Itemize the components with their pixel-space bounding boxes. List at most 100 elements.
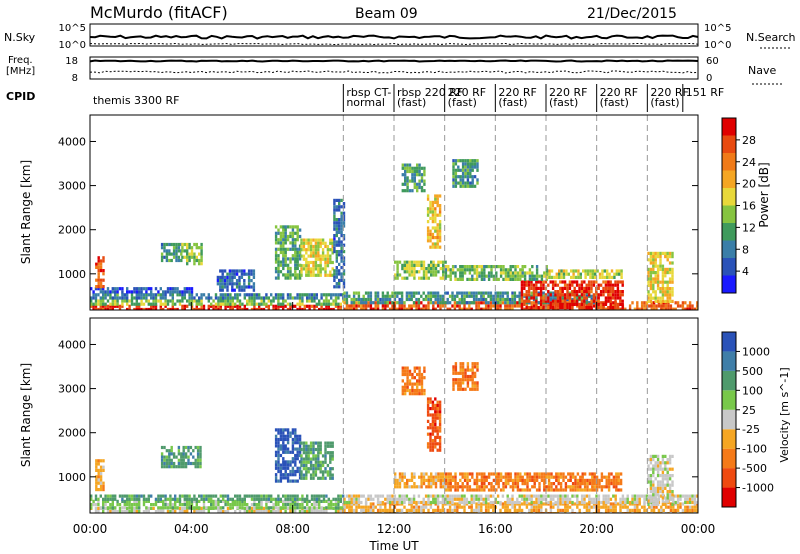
heatmap-cell: [459, 178, 462, 182]
heatmap-cell: [307, 248, 310, 252]
heatmap-cell: [504, 271, 508, 275]
heatmap-cell: [454, 184, 458, 188]
heatmap-cell: [569, 472, 572, 476]
heatmap-cell: [193, 296, 196, 300]
heatmap-cell: [260, 299, 263, 303]
colorbar-tick-label: 24: [742, 156, 756, 169]
heatmap-cell: [289, 266, 292, 271]
heatmap-cell: [302, 241, 306, 245]
heatmap-cell: [234, 304, 237, 308]
heatmap-cell: [272, 510, 275, 513]
heatmap-cell: [579, 475, 582, 479]
heatmap-cell: [381, 508, 385, 512]
heatmap-cell: [369, 307, 373, 310]
heatmap-cell: [487, 304, 490, 308]
heatmap-cell: [217, 302, 220, 306]
heatmap-cell: [511, 505, 514, 509]
heatmap-cell: [569, 485, 572, 489]
heatmap-cell: [496, 494, 500, 498]
heatmap-cell: [94, 503, 98, 507]
heatmap-cell: [659, 251, 662, 255]
heatmap-cell: [135, 290, 138, 294]
heatmap-cell: [332, 506, 335, 510]
heatmap-cell: [350, 304, 353, 308]
heatmap-cell: [342, 202, 346, 206]
heatmap-cell: [671, 261, 674, 265]
heatmap-cell: [604, 494, 608, 498]
heatmap-cell: [530, 283, 533, 287]
heatmap-cell: [525, 299, 528, 303]
heatmap-cell: [195, 499, 198, 503]
heatmap-cell: [688, 508, 692, 512]
heatmap-cell: [539, 306, 543, 310]
heatmap-cell: [324, 451, 327, 455]
heatmap-cell: [459, 478, 462, 482]
heatmap-cell: [416, 169, 419, 174]
heatmap-cell: [284, 428, 287, 432]
heatmap-cell: [452, 178, 455, 182]
heatmap-cell: [542, 512, 545, 513]
heatmap-cell: [513, 512, 517, 513]
heatmap-cell: [321, 251, 325, 255]
heatmap-cell: [626, 500, 629, 505]
heatmap-cell: [438, 226, 442, 230]
heatmap-cell: [159, 510, 162, 513]
heatmap-cell: [564, 494, 567, 498]
heatmap-cell: [317, 264, 320, 268]
heatmap-cell: [250, 307, 254, 310]
heatmap-cell: [394, 260, 397, 264]
heatmap-cell: [576, 478, 580, 482]
heatmap-cell: [654, 274, 657, 278]
heatmap-cell: [606, 272, 609, 276]
heatmap-cell: [496, 301, 500, 305]
heatmap-cell: [468, 277, 472, 281]
heatmap-cell: [448, 497, 452, 501]
heatmap-cell: [92, 290, 95, 294]
heatmap-cell: [229, 296, 232, 300]
heatmap-cell: [398, 482, 402, 486]
heatmap-cell: [170, 458, 173, 462]
colorbar-swatch: [722, 188, 736, 206]
heatmap-cell: [487, 307, 490, 310]
heatmap-cell: [538, 482, 541, 486]
heatmap-cell: [415, 263, 418, 267]
heatmap-cell: [116, 304, 119, 308]
heatmap-cell: [436, 508, 440, 512]
heatmap-cell: [393, 497, 397, 501]
heatmap-cell: [444, 472, 448, 476]
heatmap-cell: [539, 290, 543, 294]
heatmap-cell: [226, 503, 230, 507]
heatmap-cell: [449, 475, 452, 479]
heatmap-cell: [451, 494, 454, 498]
heatmap-cell: [458, 304, 461, 308]
heatmap-cell: [159, 304, 162, 308]
heatmap-cell: [415, 297, 418, 302]
heatmap-cell: [571, 280, 574, 284]
heatmap-cell: [177, 255, 181, 259]
heatmap-cell: [262, 510, 266, 513]
heatmap-cell: [513, 291, 517, 295]
heatmap-cell: [338, 282, 341, 286]
heatmap-cell: [372, 502, 375, 506]
heatmap-cell: [509, 475, 512, 479]
heatmap-cell: [475, 488, 479, 492]
heatmap-cell: [296, 296, 299, 300]
heatmap-cell: [106, 304, 110, 308]
heatmap-cell: [475, 502, 478, 506]
heatmap-cell: [329, 441, 332, 445]
heatmap-cell: [562, 272, 566, 276]
heatmap-cell: [114, 302, 117, 306]
heatmap-cell: [362, 494, 365, 498]
heatmap-cell: [248, 494, 251, 498]
heatmap-cell: [303, 510, 306, 513]
heatmap-cell: [233, 269, 236, 273]
heatmap-cell: [159, 302, 162, 306]
heatmap-cell: [289, 304, 292, 308]
heatmap-cell: [453, 505, 457, 509]
y-tick-label: 1000: [58, 268, 86, 281]
heatmap-cell: [540, 497, 543, 501]
heatmap-cell: [615, 475, 618, 479]
heatmap-cell: [495, 472, 498, 476]
heatmap-cell: [451, 497, 454, 501]
heatmap-cell: [163, 255, 166, 259]
